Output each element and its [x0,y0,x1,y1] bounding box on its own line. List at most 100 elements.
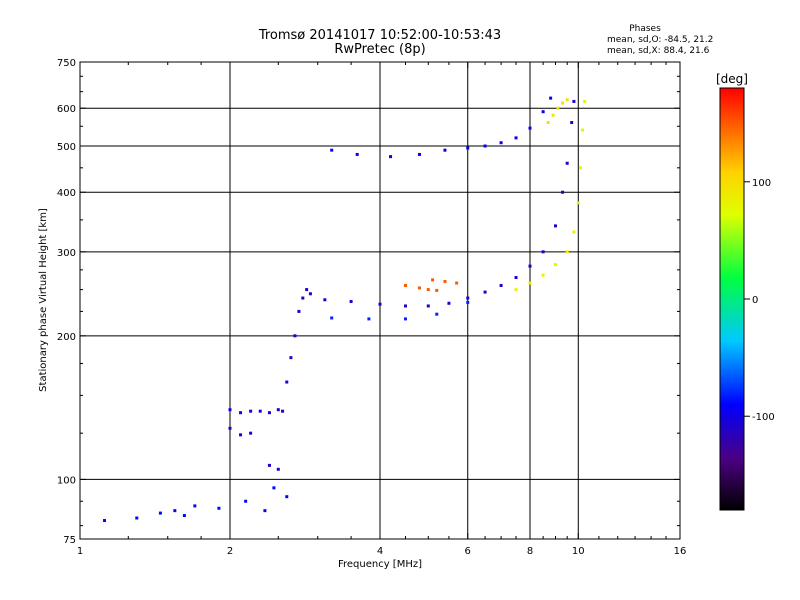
echo-point [323,298,327,302]
x-tick-label: 16 [674,546,687,557]
phase-mean-o: mean, sd,O: -84.5, 21.2 [607,35,713,45]
echo-point [528,264,532,268]
x-axis-label: Frequency [MHz] [338,559,422,570]
colorbar-tick-label: -100 [752,412,775,423]
phase-mean-x: mean, sd,X: 88.4, 21.6 [607,46,710,56]
echo-point [135,516,139,520]
y-axis: 75 100 200 300 400 500 600 750 [57,58,680,546]
x-tick-label: 2 [227,546,233,557]
echo-point [576,201,580,205]
x-tick-label: 6 [465,546,471,557]
echo-point [258,409,262,413]
echo-point [483,144,487,148]
echo-point [431,278,435,282]
echo-point [466,300,470,304]
x-axis: 1 2 4 6 8 10 16 [77,62,687,557]
echo-point [549,96,553,100]
echo-point [355,152,359,156]
echo-point [417,152,421,156]
echo-point [228,426,232,430]
echo-point [583,99,587,103]
echo-point [239,433,243,437]
y-tick-label: 100 [57,475,76,486]
echo-point [182,514,186,518]
colorbar-label: [deg] [716,72,748,86]
colorbar-ticks: 100 0 -100 [744,178,775,423]
x-tick-label: 8 [527,546,533,557]
echo-point [426,304,430,308]
echo-point [403,304,407,308]
echo-point [499,141,503,145]
echo-point [528,281,532,285]
y-tick-label: 75 [63,535,76,546]
echo-point [403,283,407,287]
echo-point [499,283,503,287]
grid-lines [80,62,680,539]
echo-point [367,317,371,321]
echo-point [581,128,585,132]
echo-point [528,126,532,130]
echo-point [285,495,289,499]
echo-point [193,504,197,508]
echo-point [514,288,518,292]
data-points [103,96,587,523]
echo-point [546,121,550,125]
colorbar-tick-label: 0 [752,295,758,306]
echo-point [249,431,253,435]
echo-point [551,113,555,117]
echo-point [565,161,569,165]
echo-point [417,286,421,290]
y-tick-label: 300 [57,248,76,259]
echo-point [565,98,569,102]
echo-point [267,411,271,415]
echo-point [272,486,276,490]
y-tick-label: 200 [57,332,76,343]
echo-point [553,263,557,267]
chart-title-line2: RwPretec (8p) [334,42,425,57]
echo-point [455,281,459,285]
echo-point [158,511,162,515]
echo-point [244,499,248,503]
echo-point [281,409,285,413]
y-tick-label: 400 [57,188,76,199]
echo-point [305,288,309,292]
colorbar-tick-label: 100 [752,178,771,189]
y-tick-label: 600 [57,104,76,115]
echo-point [308,292,312,296]
echo-point [426,288,430,292]
x-tick-label: 1 [77,546,83,557]
echo-point [561,101,565,105]
echo-point [330,148,334,152]
echo-point [378,302,382,306]
y-tick-label: 750 [57,58,76,69]
y-tick-label: 500 [57,142,76,153]
echo-point [561,190,565,194]
echo-point [466,296,470,300]
echo-point [565,250,569,254]
echo-point [403,317,407,321]
echo-point [267,463,271,467]
echo-point [553,224,557,228]
echo-point [556,106,560,110]
echo-point [289,356,293,360]
echo-point [514,136,518,140]
echo-point [541,273,545,277]
x-tick-label: 10 [572,546,585,557]
echo-point [276,408,280,412]
echo-point [435,288,439,292]
echo-point [443,279,447,283]
echo-point [293,334,297,338]
echo-point [389,155,393,159]
echo-point [276,467,280,471]
echo-point [297,309,301,313]
echo-point [435,312,439,316]
x-tick-label: 4 [377,546,383,557]
y-axis-label: Stationary phase Virtual Height [km] [38,208,49,392]
echo-point [483,290,487,294]
echo-point [285,380,289,384]
echo-point [572,230,576,234]
echo-point [349,300,353,304]
echo-point [239,411,243,415]
echo-point [541,250,545,254]
echo-point [228,408,232,412]
